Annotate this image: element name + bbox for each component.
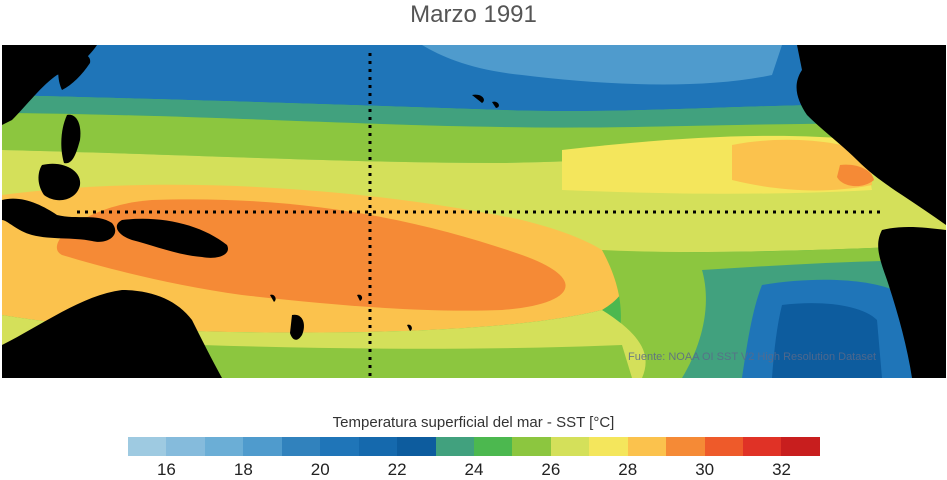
- colorbar-tick-label: 22: [387, 460, 407, 479]
- colorbar-swatch: [627, 437, 667, 456]
- sst-map-canvas: [2, 45, 946, 378]
- central-america-warm: [837, 164, 874, 187]
- colorbar-tick-label: 26: [541, 460, 561, 479]
- colorbar-swatch: [320, 437, 359, 456]
- colorbar-swatch: [512, 437, 551, 456]
- colorbar-swatch: [204, 437, 244, 456]
- colorbar: [128, 437, 820, 456]
- chart-title: Marzo 1991: [410, 1, 537, 28]
- colorbar-tick-label: 16: [156, 460, 176, 479]
- colorbar-tick-label: 28: [618, 460, 638, 479]
- sst-map: [2, 45, 946, 378]
- colorbar-swatch: [589, 437, 628, 456]
- colorbar-tick-label: 24: [464, 460, 484, 479]
- colorbar-swatch: [743, 437, 782, 456]
- colorbar-swatch: [781, 437, 820, 456]
- land-japan: [58, 52, 91, 90]
- colorbar-swatch: [550, 437, 590, 456]
- north-coldest-patch: [422, 45, 782, 85]
- colorbar-ticks: 16 18 20 22 24 26 28 30 32: [0, 460, 947, 480]
- south-west-temperate: [202, 345, 632, 378]
- colorbar-tick-label: 18: [233, 460, 253, 479]
- colorbar-swatch: [243, 437, 282, 456]
- colorbar-swatch: [435, 437, 474, 456]
- source-note: Fuente: NOAA OI SST V2 High Resolution D…: [628, 351, 877, 363]
- colorbar-tick-label: 20: [310, 460, 330, 479]
- land-borneo: [38, 163, 81, 201]
- north-temperate-band: [2, 95, 946, 128]
- colorbar-swatch: [704, 437, 743, 456]
- land-hawaii: [472, 94, 499, 108]
- colorbar-swatch: [397, 437, 436, 456]
- land-australia: [2, 290, 222, 378]
- land-new-guinea: [116, 218, 228, 258]
- land-maritime-se-asia: [2, 198, 116, 242]
- land-philippines: [61, 114, 81, 164]
- colorbar-swatch: [281, 437, 321, 456]
- colorbar-swatch: [473, 437, 513, 456]
- land-north-america: [796, 45, 946, 225]
- colorbar-swatch: [358, 437, 398, 456]
- colorbar-tick-label: 30: [695, 460, 715, 479]
- colorbar-swatch: [666, 437, 705, 456]
- south-cold-tongue-core: [772, 303, 882, 378]
- colorbar-swatch: [166, 437, 205, 456]
- colorbar-swatch: [128, 437, 167, 456]
- land-new-zealand: [290, 314, 304, 340]
- colorbar-tick-label: 32: [772, 460, 792, 479]
- land-south-america: [878, 226, 946, 378]
- land-masses: [2, 45, 946, 378]
- eastern-hotspot: [732, 139, 872, 191]
- colorbar-label: Temperatura superficial del mar - SST [°…: [332, 414, 615, 431]
